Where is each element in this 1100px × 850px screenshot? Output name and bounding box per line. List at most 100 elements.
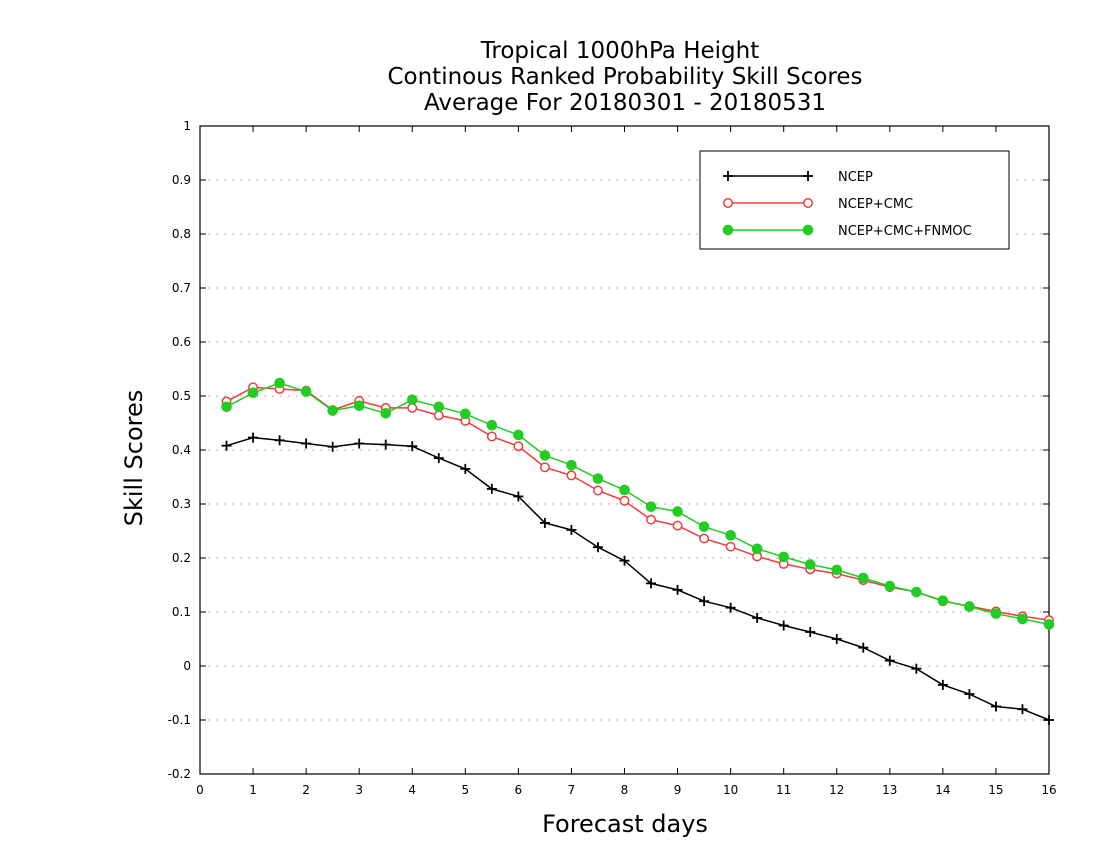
data-point xyxy=(247,387,259,399)
data-point xyxy=(566,524,577,535)
data-point xyxy=(486,419,498,431)
data-point xyxy=(593,485,603,496)
data-point xyxy=(964,601,975,612)
x-tick-label: 8 xyxy=(621,783,629,797)
data-point xyxy=(274,435,285,446)
data-point xyxy=(433,410,444,421)
data-point xyxy=(804,559,816,570)
legend-box xyxy=(699,150,1010,250)
data-point xyxy=(460,463,471,474)
data-point xyxy=(380,439,391,450)
data-point xyxy=(672,506,683,517)
y-tick-label: 0.3 xyxy=(172,497,191,511)
y-tick-label: 0.2 xyxy=(172,551,191,565)
x-axis-title: Forecast days xyxy=(542,810,708,838)
series-line xyxy=(226,436,1050,721)
data-point xyxy=(353,400,365,412)
x-tick-label: 0 xyxy=(196,783,204,797)
data-point xyxy=(513,491,524,502)
data-point xyxy=(327,441,338,452)
y-tick-label: 0.8 xyxy=(172,227,191,241)
data-point xyxy=(725,602,736,613)
data-point xyxy=(645,501,657,513)
data-point xyxy=(327,405,338,416)
data-point xyxy=(566,459,577,471)
series-line xyxy=(226,382,1050,626)
data-point xyxy=(725,541,736,552)
data-point xyxy=(1017,613,1028,625)
data-point xyxy=(221,440,232,451)
data-point xyxy=(646,578,657,589)
data-point xyxy=(407,441,418,452)
x-tick-label: 14 xyxy=(935,783,950,797)
y-tick-label: 0.7 xyxy=(172,281,191,295)
data-point xyxy=(513,429,524,441)
data-point xyxy=(619,484,630,496)
data-point xyxy=(301,438,312,449)
y-tick-label: 0.1 xyxy=(172,605,191,619)
x-tick-label: 11 xyxy=(776,783,791,797)
grid-lines xyxy=(200,179,1049,721)
y-tick-label: -0.2 xyxy=(168,767,191,781)
data-point xyxy=(672,520,683,531)
data-point xyxy=(274,377,285,389)
series-2 xyxy=(221,377,1055,630)
data-point xyxy=(539,517,550,528)
data-point xyxy=(751,543,763,555)
data-point xyxy=(1043,619,1055,630)
legend-marker xyxy=(723,171,733,181)
legend-marker xyxy=(722,224,734,236)
chart-title: Tropical 1000hPa Height Continous Ranked… xyxy=(387,38,862,116)
x-tick-label: 1 xyxy=(249,783,257,797)
data-point xyxy=(539,462,550,473)
data-point xyxy=(990,608,1002,619)
x-tick-label: 10 xyxy=(723,783,738,797)
data-point xyxy=(699,596,710,607)
data-point xyxy=(248,432,259,443)
x-tick-label: 2 xyxy=(302,783,310,797)
data-point xyxy=(539,450,551,461)
data-point xyxy=(857,572,869,584)
data-point xyxy=(486,431,497,442)
data-point xyxy=(1017,704,1028,715)
x-tick-label: 16 xyxy=(1041,783,1056,797)
x-tick-label: 12 xyxy=(829,783,844,797)
legend-marker xyxy=(803,171,813,181)
data-point xyxy=(805,626,816,637)
y-tick-label: 0.4 xyxy=(172,443,191,457)
data-point xyxy=(300,386,312,397)
data-point xyxy=(592,473,604,484)
legend-marker xyxy=(803,198,813,208)
x-tick-label: 5 xyxy=(461,783,469,797)
data-point xyxy=(592,542,603,553)
data-point xyxy=(433,401,445,413)
data-point xyxy=(698,521,710,532)
x-tick-label: 7 xyxy=(568,783,576,797)
data-point xyxy=(699,533,710,544)
legend-marker xyxy=(723,198,733,208)
legend: NCEP NCEP+CMC NCEP+CMC+FNMOC xyxy=(699,150,1010,250)
data-point xyxy=(884,580,896,592)
data-point xyxy=(1044,715,1054,725)
y-axis-title: Skill Scores xyxy=(120,390,148,527)
title-line-3: Average For 20180301 - 20180531 xyxy=(424,90,826,116)
y-tick-label: 0.5 xyxy=(172,389,191,403)
legend-label: NCEP+CMC xyxy=(838,197,913,212)
data-point xyxy=(566,470,577,481)
title-line-2: Continous Ranked Probability Skill Score… xyxy=(387,64,862,90)
x-tick-label: 13 xyxy=(882,783,897,797)
data-point xyxy=(858,642,869,653)
y-tick-label: 1 xyxy=(183,119,191,133)
data-point xyxy=(672,584,683,595)
data-point xyxy=(964,689,975,700)
series-line xyxy=(226,386,1050,621)
series-0 xyxy=(221,432,1054,725)
x-tick-label: 15 xyxy=(988,783,1003,797)
legend-label: NCEP+CMC+FNMOC xyxy=(838,224,972,239)
y-tick-label: 0.9 xyxy=(172,173,191,187)
axis-ticks: -0.2-0.100.10.20.30.40.50.60.70.80.910 1 2… xyxy=(168,119,1057,797)
data-point xyxy=(937,679,948,690)
data-point xyxy=(831,564,843,576)
data-point xyxy=(619,495,630,506)
